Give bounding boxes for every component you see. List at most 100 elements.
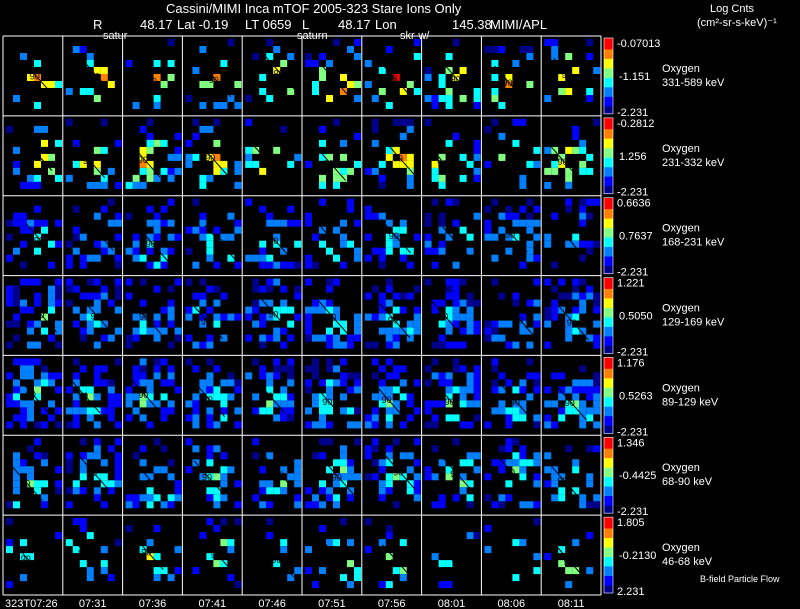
heatmap-pixel bbox=[385, 553, 393, 561]
heatmap-pixel bbox=[551, 372, 559, 380]
heatmap-pixel bbox=[72, 400, 80, 408]
heatmap-pixel bbox=[558, 278, 566, 286]
heatmap-pixel bbox=[593, 341, 601, 349]
heatmap-pixel bbox=[107, 219, 115, 227]
colorbar-segment bbox=[604, 336, 613, 339]
colorbar-segment bbox=[604, 264, 613, 267]
heatmap-pixel bbox=[326, 60, 333, 67]
heatmap-pixel bbox=[484, 320, 492, 328]
heatmap-pixel bbox=[572, 487, 580, 495]
heatmap-pixel bbox=[406, 167, 414, 175]
colorbar-segment bbox=[604, 294, 613, 298]
heatmap-pixel bbox=[259, 407, 267, 415]
heatmap-pixel bbox=[305, 278, 312, 286]
heatmap-pixel bbox=[107, 407, 115, 415]
heatmap-pixel bbox=[354, 567, 361, 575]
heatmap-pixel bbox=[340, 261, 347, 269]
heatmap-pixel bbox=[424, 233, 432, 241]
heatmap-pixel bbox=[72, 358, 80, 366]
colorbar-min-label: -2.231 bbox=[617, 107, 648, 119]
heatmap-pixel bbox=[139, 254, 147, 262]
heatmap-pixel bbox=[445, 139, 453, 147]
heatmap-pixel bbox=[13, 473, 20, 481]
heatmap-pixel bbox=[146, 174, 154, 182]
heatmap-pixel bbox=[192, 226, 200, 234]
heatmap-pixel bbox=[378, 379, 386, 387]
heatmap-pixel bbox=[139, 278, 147, 286]
heatmap-pixel bbox=[27, 445, 34, 453]
heatmap-pixel bbox=[312, 334, 319, 342]
heatmap-pixel bbox=[20, 306, 27, 314]
heatmap-pixel bbox=[146, 205, 154, 213]
heatmap-pixel bbox=[287, 160, 295, 168]
heatmap-pixel bbox=[206, 487, 214, 495]
heatmap-pixel bbox=[93, 341, 101, 349]
heatmap-pixel bbox=[79, 261, 87, 269]
heatmap-pixel bbox=[586, 567, 594, 575]
heatmap-pixel bbox=[252, 452, 260, 460]
heatmap-pixel bbox=[139, 400, 147, 408]
colorbar-segment bbox=[604, 498, 613, 501]
heatmap-pixel bbox=[312, 261, 319, 269]
heatmap-pixel bbox=[34, 487, 41, 495]
heatmap-pixel bbox=[438, 494, 446, 502]
heatmap-pixel bbox=[579, 379, 587, 387]
heatmap-pixel bbox=[466, 306, 474, 314]
colorbar-segment bbox=[604, 216, 613, 220]
heatmap-pixel bbox=[153, 494, 161, 502]
colorbar-segment bbox=[604, 572, 613, 575]
heatmap-pixel bbox=[146, 539, 154, 547]
heatmap-pixel bbox=[466, 320, 474, 328]
heatmap-pixel bbox=[305, 379, 312, 387]
heatmap-pixel bbox=[107, 414, 115, 422]
heatmap-pixel bbox=[312, 372, 319, 380]
heatmap-pixel bbox=[132, 365, 140, 373]
heatmap-pixel bbox=[399, 574, 407, 582]
heatmap-pixel bbox=[273, 393, 281, 401]
heatmap-pixel bbox=[65, 487, 73, 495]
heatmap-pixel bbox=[167, 320, 175, 328]
heatmap-pixel bbox=[558, 160, 566, 168]
heatmap-pixel bbox=[498, 226, 506, 234]
heatmap-pixel bbox=[593, 306, 601, 314]
heatmap-pixel bbox=[114, 327, 122, 335]
heatmap-pixel bbox=[125, 60, 133, 67]
heatmap-pixel bbox=[273, 487, 281, 495]
heatmap-pixel bbox=[305, 334, 312, 342]
heatmap-pixel bbox=[79, 233, 87, 241]
heatmap-pixel bbox=[185, 226, 193, 234]
heatmap-pixel bbox=[206, 473, 214, 481]
colorbar-segment bbox=[604, 361, 613, 364]
heatmap-pixel bbox=[252, 146, 260, 154]
heatmap-pixel bbox=[473, 365, 481, 373]
heatmap-pixel bbox=[385, 247, 393, 255]
heatmap-pixel bbox=[199, 320, 207, 328]
heatmap-pixel bbox=[206, 518, 214, 526]
heatmap-pixel bbox=[245, 118, 253, 126]
heatmap-pixel bbox=[512, 219, 520, 227]
colorbar-segment bbox=[604, 543, 613, 547]
heatmap-pixel bbox=[245, 254, 253, 262]
colorbar-segment bbox=[604, 112, 613, 115]
heatmap-pixel bbox=[13, 400, 20, 408]
heatmap-pixel bbox=[280, 414, 288, 422]
heatmap-pixel bbox=[100, 118, 108, 126]
panel-label-90: 90 bbox=[382, 395, 392, 405]
heatmap-pixel bbox=[72, 414, 80, 422]
colorbar-segment bbox=[604, 374, 613, 377]
heatmap-pixel bbox=[385, 341, 393, 349]
colorbar-segment bbox=[604, 245, 613, 248]
heatmap-pixel bbox=[234, 261, 242, 269]
heatmap-pixel bbox=[484, 160, 492, 168]
heatmap-pixel bbox=[273, 146, 281, 154]
heatmap-pixel bbox=[505, 74, 513, 81]
heatmap-pixel bbox=[206, 372, 214, 380]
heatmap-pixel bbox=[438, 212, 446, 220]
colorbar-frame bbox=[603, 436, 614, 514]
heatmap-pixel bbox=[266, 400, 274, 408]
heatmap-pixel bbox=[146, 386, 154, 394]
heatmap-pixel bbox=[266, 39, 274, 46]
heatmap-pixel bbox=[185, 306, 193, 314]
heatmap-pixel bbox=[431, 358, 439, 366]
heatmap-pixel bbox=[544, 421, 552, 429]
